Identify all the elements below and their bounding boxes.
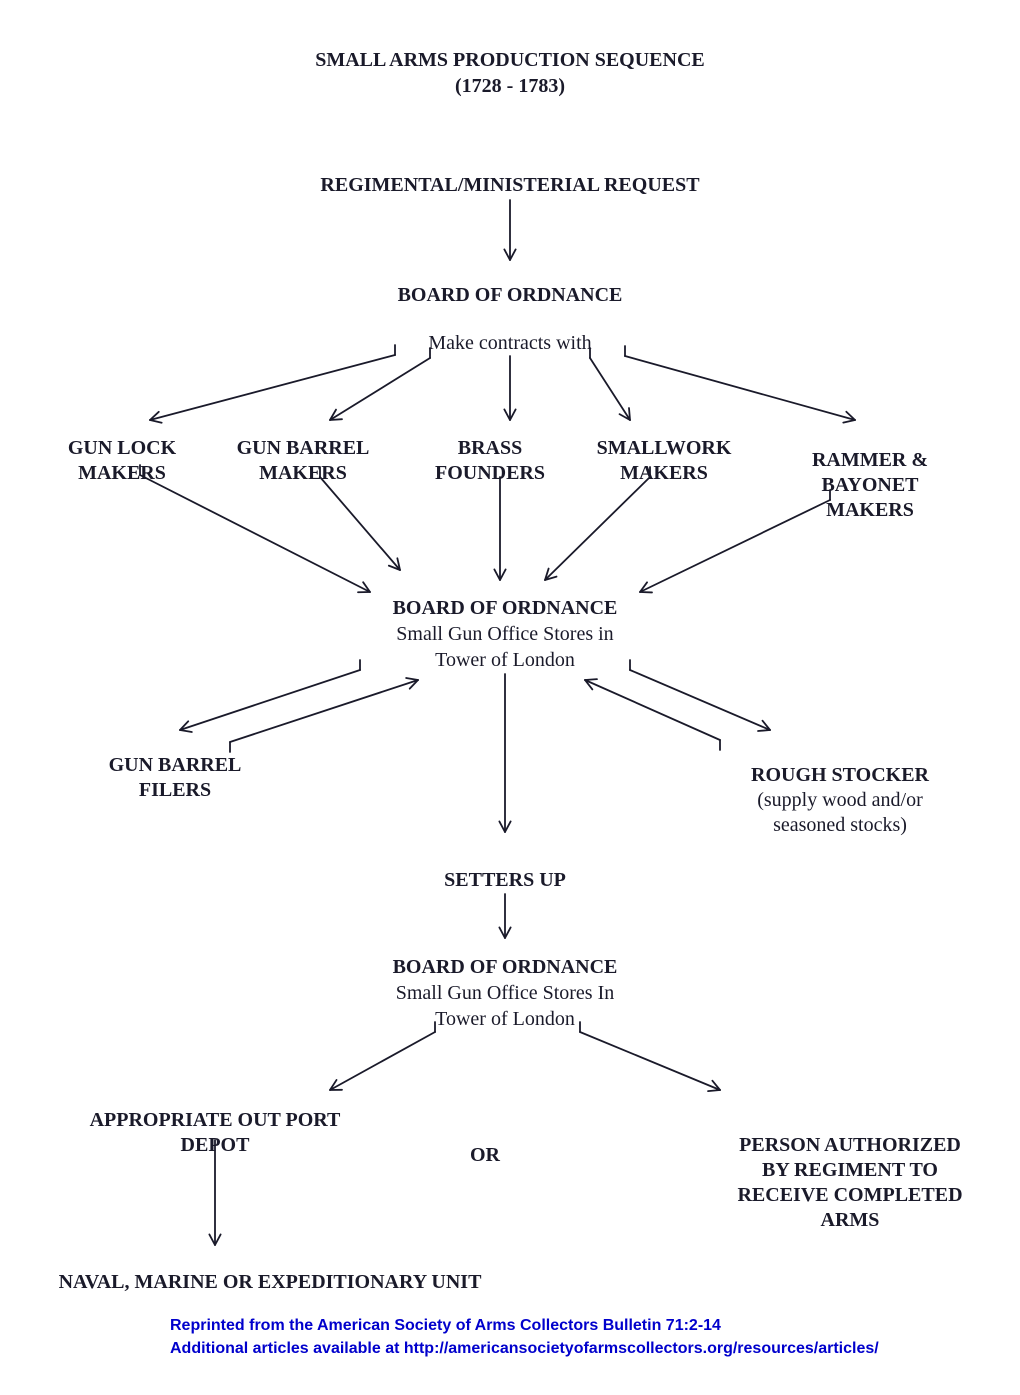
node-board2b: Small Gun Office Stores in	[305, 622, 705, 647]
node-gunbarrel: GUN BARREL MAKERS	[203, 436, 403, 486]
node-board2a: BOARD OF ORDNANCE	[305, 596, 705, 621]
rough-stocker-title: ROUGH STOCKER	[751, 764, 929, 786]
footer-line-0: Reprinted from the American Society of A…	[170, 1317, 721, 1335]
node-rammer: RAMMER & BAYONET MAKERS	[760, 448, 980, 523]
node-person: PERSON AUTHORIZED BY REGIMENT TO RECEIVE…	[685, 1133, 1015, 1233]
node-board3a: BOARD OF ORDNANCE	[305, 955, 705, 980]
node-brass: BRASS FOUNDERS	[390, 436, 590, 486]
node-board2c: Tower of London	[305, 648, 705, 673]
node-setters: SETTERS UP	[355, 868, 655, 893]
node-request: REGIMENTAL/MINISTERIAL REQUEST	[210, 173, 810, 198]
rough-stocker-subtitle: (supply wood and/or seasoned stocks)	[757, 789, 923, 836]
node-board3b: Small Gun Office Stores In	[305, 981, 705, 1006]
node-subtitle: (1728 - 1783)	[210, 74, 810, 99]
node-title: SMALL ARMS PRODUCTION SEQUENCE	[210, 48, 810, 73]
node-board1: BOARD OF ORDNANCE	[310, 283, 710, 308]
node-smallwork: SMALLWORK MAKERS	[564, 436, 764, 486]
node-contracts: Make contracts with	[310, 331, 710, 356]
node-rough: ROUGH STOCKER (supply wood and/or seasone…	[680, 763, 1000, 838]
footer-line-1: Additional articles available at http://…	[170, 1340, 879, 1358]
node-board3c: Tower of London	[305, 1007, 705, 1032]
node-filers: GUN BARREL FILERS	[45, 753, 305, 803]
node-naval: NAVAL, MARINE OR EXPEDITIONARY UNIT	[10, 1270, 530, 1295]
node-or: OR	[435, 1143, 535, 1168]
node-depot: APPROPRIATE OUT PORT DEPOT	[25, 1108, 405, 1158]
node-gunlock: GUN LOCK MAKERS	[22, 436, 222, 486]
